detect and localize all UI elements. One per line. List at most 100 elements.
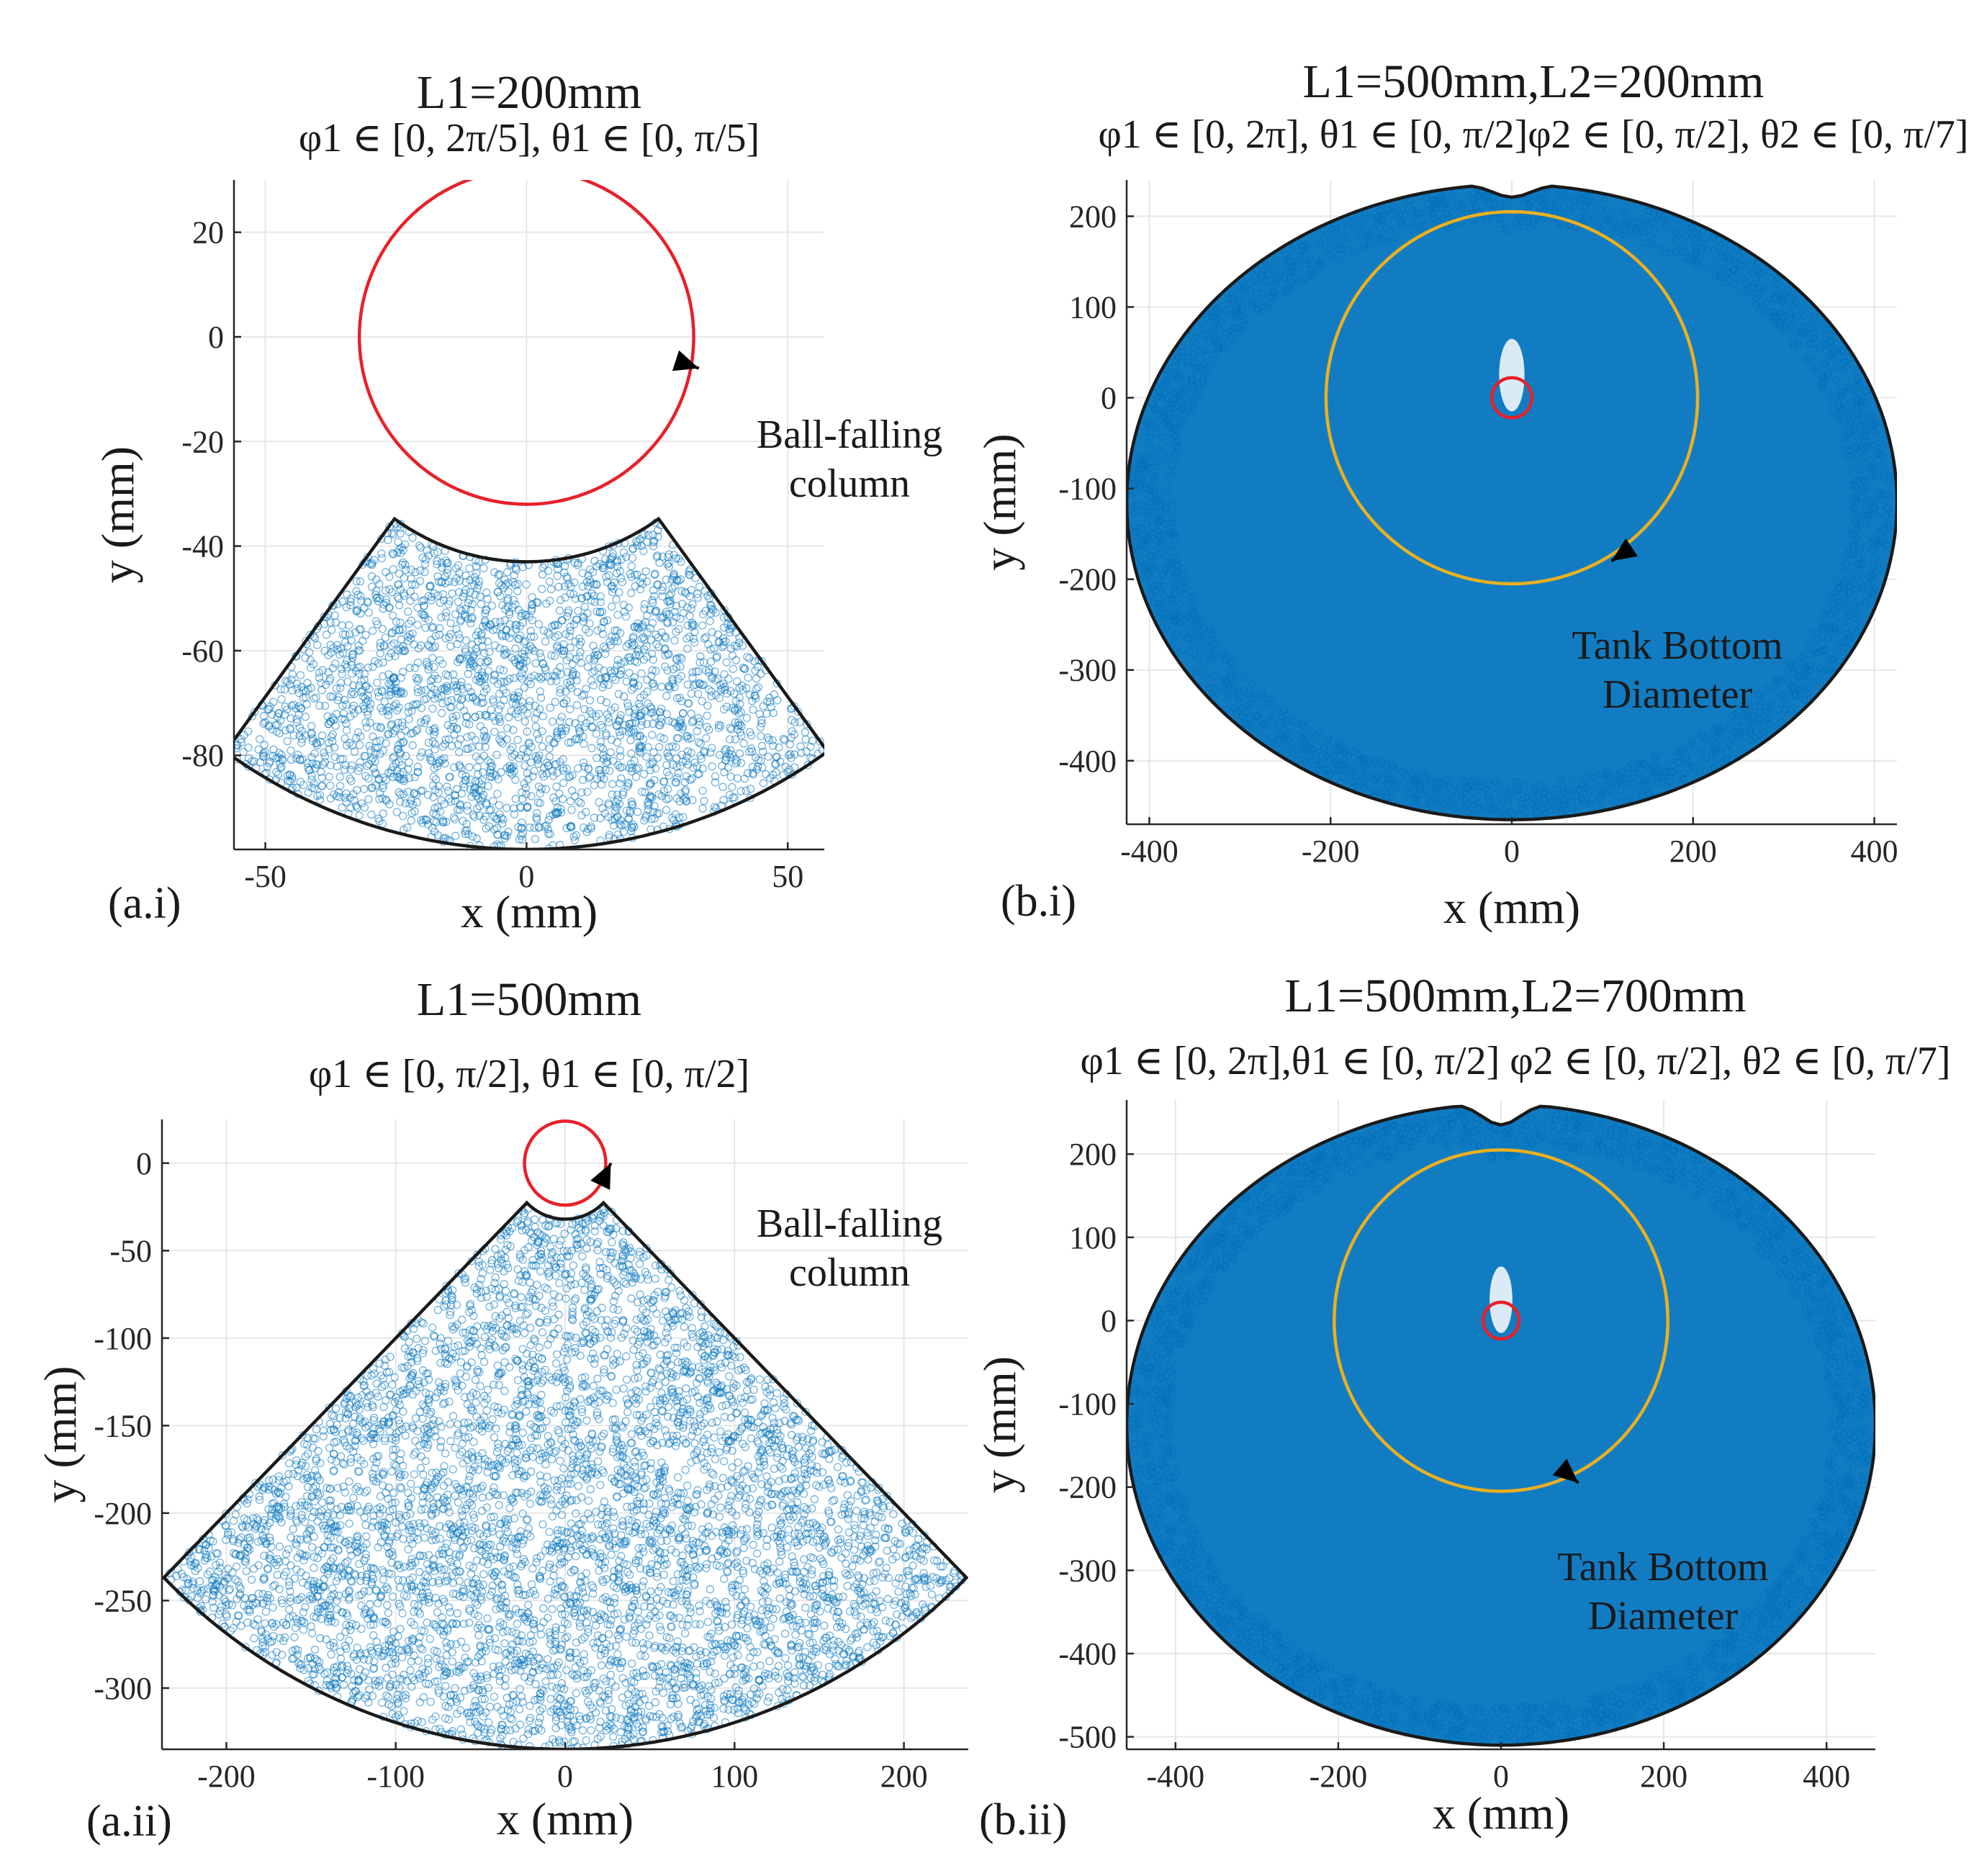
scatter-point [239, 747, 248, 757]
scatter-point [328, 737, 337, 746]
scatter-point [1880, 468, 1888, 476]
scatter-point [1862, 519, 1870, 527]
scatter-point [746, 785, 755, 793]
scatter-point [438, 817, 447, 826]
scatter-point [646, 703, 655, 711]
scatter-point [577, 659, 585, 667]
y-tick-label: -60 [181, 633, 224, 669]
scatter-point [621, 721, 629, 729]
scatter-point [356, 662, 364, 671]
scatter-point [579, 775, 587, 784]
scatter-point [487, 705, 495, 714]
scatter-point [575, 726, 584, 736]
scatter-point [1853, 520, 1861, 528]
scatter-point [1585, 788, 1593, 796]
scatter-point [677, 672, 685, 680]
scatter-point [1844, 603, 1852, 611]
scatter-point [1524, 217, 1532, 225]
scatter-point [389, 550, 398, 559]
scatter-point [1356, 230, 1364, 238]
scatter-point [634, 681, 643, 690]
scatter-point [457, 695, 466, 704]
scatter-point [597, 695, 605, 705]
scatter-point [634, 764, 643, 772]
scatter-point [360, 669, 369, 678]
scatter-point [434, 577, 443, 586]
scatter-point [618, 790, 627, 799]
scatter-point [693, 770, 702, 779]
scatter-point [1263, 717, 1271, 726]
scatter-point [618, 762, 626, 772]
scatter-point [1857, 410, 1865, 418]
scatter-point [1142, 520, 1150, 529]
scatter-point [682, 732, 690, 741]
scatter-point [348, 649, 358, 658]
scatter-point [1697, 251, 1705, 259]
scatter-point [368, 626, 377, 636]
scatter-point [706, 600, 715, 609]
scatter-point [602, 731, 610, 740]
scatter-point [1227, 292, 1236, 300]
scatter-point [322, 630, 331, 639]
scatter-point [596, 814, 605, 823]
scatter-point [630, 683, 639, 693]
scatter-point [1784, 285, 1792, 293]
scatter-point [637, 669, 646, 678]
scatter-point [1353, 231, 1361, 239]
scatter-point [1859, 511, 1867, 519]
scatter-point [371, 749, 379, 758]
scatter-point [446, 641, 455, 651]
scatter-point [1248, 680, 1256, 688]
scatter-point [536, 693, 546, 703]
scatter-point [1623, 220, 1631, 228]
scatter-point [785, 740, 794, 749]
scatter-point [1334, 245, 1342, 253]
scatter-point [1153, 388, 1161, 397]
scatter-point [613, 562, 622, 571]
scatter-point [676, 662, 685, 671]
scatter-point [342, 798, 351, 806]
scatter-point [762, 709, 771, 718]
scatter-point [1155, 497, 1163, 505]
scatter-point [580, 705, 589, 714]
scatter-point [1810, 312, 1818, 320]
scatter-point [1818, 383, 1826, 391]
scatter-point [647, 814, 656, 824]
scatter-point [1156, 599, 1164, 608]
scatter-point [769, 741, 778, 750]
scatter-point [1791, 315, 1800, 323]
scatter-point [628, 638, 636, 646]
scatter-point [675, 797, 684, 806]
scatter-point [293, 718, 302, 727]
scatter-point [399, 546, 407, 555]
scatter-point [536, 649, 544, 658]
scatter-point [502, 803, 511, 812]
scatter-point [1419, 222, 1428, 230]
scatter-point [658, 586, 667, 595]
scatter-point [1847, 465, 1854, 474]
scatter-point [536, 705, 544, 713]
scatter-point [556, 670, 565, 679]
scatter-point [429, 772, 438, 781]
scatter-point [1651, 767, 1659, 775]
scatter-point [1188, 593, 1196, 602]
scatter-point [598, 564, 607, 572]
scatter-point [1672, 778, 1680, 786]
scatter-point [1263, 695, 1271, 704]
scatter-point [634, 700, 644, 708]
scatter-point [538, 742, 546, 751]
scatter-point [649, 592, 659, 600]
scatter-point [1296, 247, 1304, 255]
scatter-point [412, 790, 421, 799]
scatter-point [1780, 696, 1788, 704]
scatter-point [1822, 646, 1830, 654]
scatter-point [1850, 613, 1858, 621]
scatter-point [1583, 793, 1591, 801]
scatter-point [1811, 334, 1818, 342]
scatter-point [434, 693, 443, 702]
scatter-point [597, 721, 605, 729]
scatter-point [317, 782, 326, 790]
scatter-point [730, 641, 739, 650]
scatter-point [1444, 780, 1452, 788]
scatter-point [338, 803, 346, 812]
